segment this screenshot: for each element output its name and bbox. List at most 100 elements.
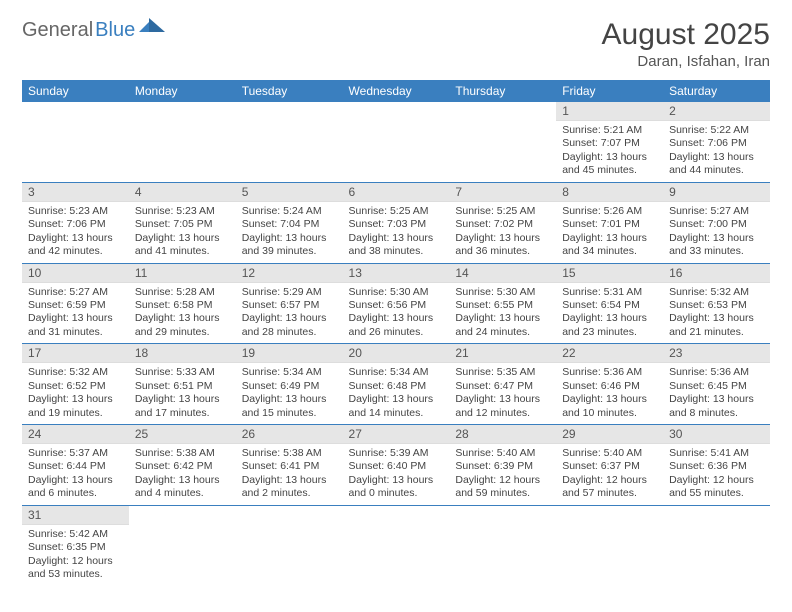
day-body: Sunrise: 5:26 AMSunset: 7:01 PMDaylight:…: [556, 202, 663, 263]
day-number: 17: [22, 344, 129, 363]
title-block: August 2025 Daran, Isfahan, Iran: [602, 18, 770, 70]
daylight-line1: Daylight: 13 hours: [562, 312, 657, 325]
sunrise: Sunrise: 5:40 AM: [562, 447, 657, 460]
logo: GeneralBlue: [22, 18, 167, 42]
sunset: Sunset: 6:49 PM: [242, 380, 337, 393]
sunrise: Sunrise: 5:32 AM: [28, 366, 123, 379]
sunrise: Sunrise: 5:30 AM: [455, 286, 550, 299]
daylight-line2: and 17 minutes.: [135, 407, 230, 420]
calendar-day: 3Sunrise: 5:23 AMSunset: 7:06 PMDaylight…: [22, 182, 129, 263]
sunset: Sunset: 6:42 PM: [135, 460, 230, 473]
calendar-day: 31Sunrise: 5:42 AMSunset: 6:35 PMDayligh…: [22, 505, 129, 585]
daylight-line1: Daylight: 12 hours: [669, 474, 764, 487]
daylight-line1: Daylight: 13 hours: [669, 393, 764, 406]
day-number: 3: [22, 183, 129, 202]
daylight-line1: Daylight: 13 hours: [28, 232, 123, 245]
day-number: 27: [343, 425, 450, 444]
sunset: Sunset: 6:41 PM: [242, 460, 337, 473]
daylight-line1: Daylight: 13 hours: [455, 232, 550, 245]
sunset: Sunset: 6:55 PM: [455, 299, 550, 312]
calendar-day: 1Sunrise: 5:21 AMSunset: 7:07 PMDaylight…: [556, 102, 663, 182]
daylight-line2: and 24 minutes.: [455, 326, 550, 339]
daylight-line2: and 55 minutes.: [669, 487, 764, 500]
daylight-line1: Daylight: 13 hours: [455, 393, 550, 406]
weekday-header: Friday: [556, 80, 663, 102]
day-number: 15: [556, 264, 663, 283]
weekday-header: Wednesday: [343, 80, 450, 102]
calendar-empty: [343, 102, 450, 182]
day-body: Sunrise: 5:29 AMSunset: 6:57 PMDaylight:…: [236, 283, 343, 344]
sunrise: Sunrise: 5:25 AM: [349, 205, 444, 218]
calendar-day: 28Sunrise: 5:40 AMSunset: 6:39 PMDayligh…: [449, 425, 556, 506]
day-body: Sunrise: 5:42 AMSunset: 6:35 PMDaylight:…: [22, 525, 129, 586]
calendar-day: 30Sunrise: 5:41 AMSunset: 6:36 PMDayligh…: [663, 425, 770, 506]
day-body: Sunrise: 5:36 AMSunset: 6:45 PMDaylight:…: [663, 363, 770, 424]
sunrise: Sunrise: 5:23 AM: [135, 205, 230, 218]
day-number: 9: [663, 183, 770, 202]
calendar-empty: [129, 505, 236, 585]
sunset: Sunset: 6:35 PM: [28, 541, 123, 554]
calendar-day: 11Sunrise: 5:28 AMSunset: 6:58 PMDayligh…: [129, 263, 236, 344]
calendar-empty: [343, 505, 450, 585]
sunset: Sunset: 7:07 PM: [562, 137, 657, 150]
day-number: 7: [449, 183, 556, 202]
daylight-line1: Daylight: 12 hours: [455, 474, 550, 487]
daylight-line2: and 15 minutes.: [242, 407, 337, 420]
daylight-line2: and 2 minutes.: [242, 487, 337, 500]
day-number: 4: [129, 183, 236, 202]
calendar-week: 1Sunrise: 5:21 AMSunset: 7:07 PMDaylight…: [22, 102, 770, 182]
daylight-line1: Daylight: 13 hours: [242, 393, 337, 406]
daylight-line2: and 45 minutes.: [562, 164, 657, 177]
sunset: Sunset: 6:47 PM: [455, 380, 550, 393]
calendar-day: 6Sunrise: 5:25 AMSunset: 7:03 PMDaylight…: [343, 182, 450, 263]
sunrise: Sunrise: 5:22 AM: [669, 124, 764, 137]
calendar-week: 31Sunrise: 5:42 AMSunset: 6:35 PMDayligh…: [22, 505, 770, 585]
day-number: 24: [22, 425, 129, 444]
sunset: Sunset: 7:04 PM: [242, 218, 337, 231]
day-body: Sunrise: 5:27 AMSunset: 6:59 PMDaylight:…: [22, 283, 129, 344]
day-body: Sunrise: 5:33 AMSunset: 6:51 PMDaylight:…: [129, 363, 236, 424]
day-number: 8: [556, 183, 663, 202]
daylight-line1: Daylight: 13 hours: [135, 312, 230, 325]
calendar-day: 5Sunrise: 5:24 AMSunset: 7:04 PMDaylight…: [236, 182, 343, 263]
day-body: Sunrise: 5:31 AMSunset: 6:54 PMDaylight:…: [556, 283, 663, 344]
weekday-header: Sunday: [22, 80, 129, 102]
sunrise: Sunrise: 5:23 AM: [28, 205, 123, 218]
day-body: Sunrise: 5:27 AMSunset: 7:00 PMDaylight:…: [663, 202, 770, 263]
weekday-header: Monday: [129, 80, 236, 102]
day-number: 12: [236, 264, 343, 283]
daylight-line1: Daylight: 13 hours: [349, 393, 444, 406]
day-number: 26: [236, 425, 343, 444]
calendar-day: 4Sunrise: 5:23 AMSunset: 7:05 PMDaylight…: [129, 182, 236, 263]
daylight-line2: and 10 minutes.: [562, 407, 657, 420]
calendar-day: 19Sunrise: 5:34 AMSunset: 6:49 PMDayligh…: [236, 344, 343, 425]
weekday-header: Thursday: [449, 80, 556, 102]
calendar-empty: [663, 505, 770, 585]
calendar-day: 7Sunrise: 5:25 AMSunset: 7:02 PMDaylight…: [449, 182, 556, 263]
day-number: 29: [556, 425, 663, 444]
calendar-header-row: SundayMondayTuesdayWednesdayThursdayFrid…: [22, 80, 770, 102]
day-body: Sunrise: 5:37 AMSunset: 6:44 PMDaylight:…: [22, 444, 129, 505]
calendar-empty: [22, 102, 129, 182]
day-number: 2: [663, 102, 770, 121]
day-number: 18: [129, 344, 236, 363]
daylight-line1: Daylight: 13 hours: [562, 232, 657, 245]
day-number: 22: [556, 344, 663, 363]
day-body: Sunrise: 5:34 AMSunset: 6:49 PMDaylight:…: [236, 363, 343, 424]
calendar-day: 26Sunrise: 5:38 AMSunset: 6:41 PMDayligh…: [236, 425, 343, 506]
sunrise: Sunrise: 5:42 AM: [28, 528, 123, 541]
sunrise: Sunrise: 5:41 AM: [669, 447, 764, 460]
sunrise: Sunrise: 5:34 AM: [242, 366, 337, 379]
daylight-line2: and 57 minutes.: [562, 487, 657, 500]
calendar-day: 10Sunrise: 5:27 AMSunset: 6:59 PMDayligh…: [22, 263, 129, 344]
sunset: Sunset: 6:59 PM: [28, 299, 123, 312]
daylight-line2: and 33 minutes.: [669, 245, 764, 258]
logo-text-blue: Blue: [95, 19, 135, 42]
daylight-line1: Daylight: 13 hours: [349, 474, 444, 487]
sunset: Sunset: 6:58 PM: [135, 299, 230, 312]
day-body: Sunrise: 5:40 AMSunset: 6:39 PMDaylight:…: [449, 444, 556, 505]
sunrise: Sunrise: 5:38 AM: [242, 447, 337, 460]
day-body: Sunrise: 5:36 AMSunset: 6:46 PMDaylight:…: [556, 363, 663, 424]
daylight-line2: and 23 minutes.: [562, 326, 657, 339]
sunset: Sunset: 6:51 PM: [135, 380, 230, 393]
